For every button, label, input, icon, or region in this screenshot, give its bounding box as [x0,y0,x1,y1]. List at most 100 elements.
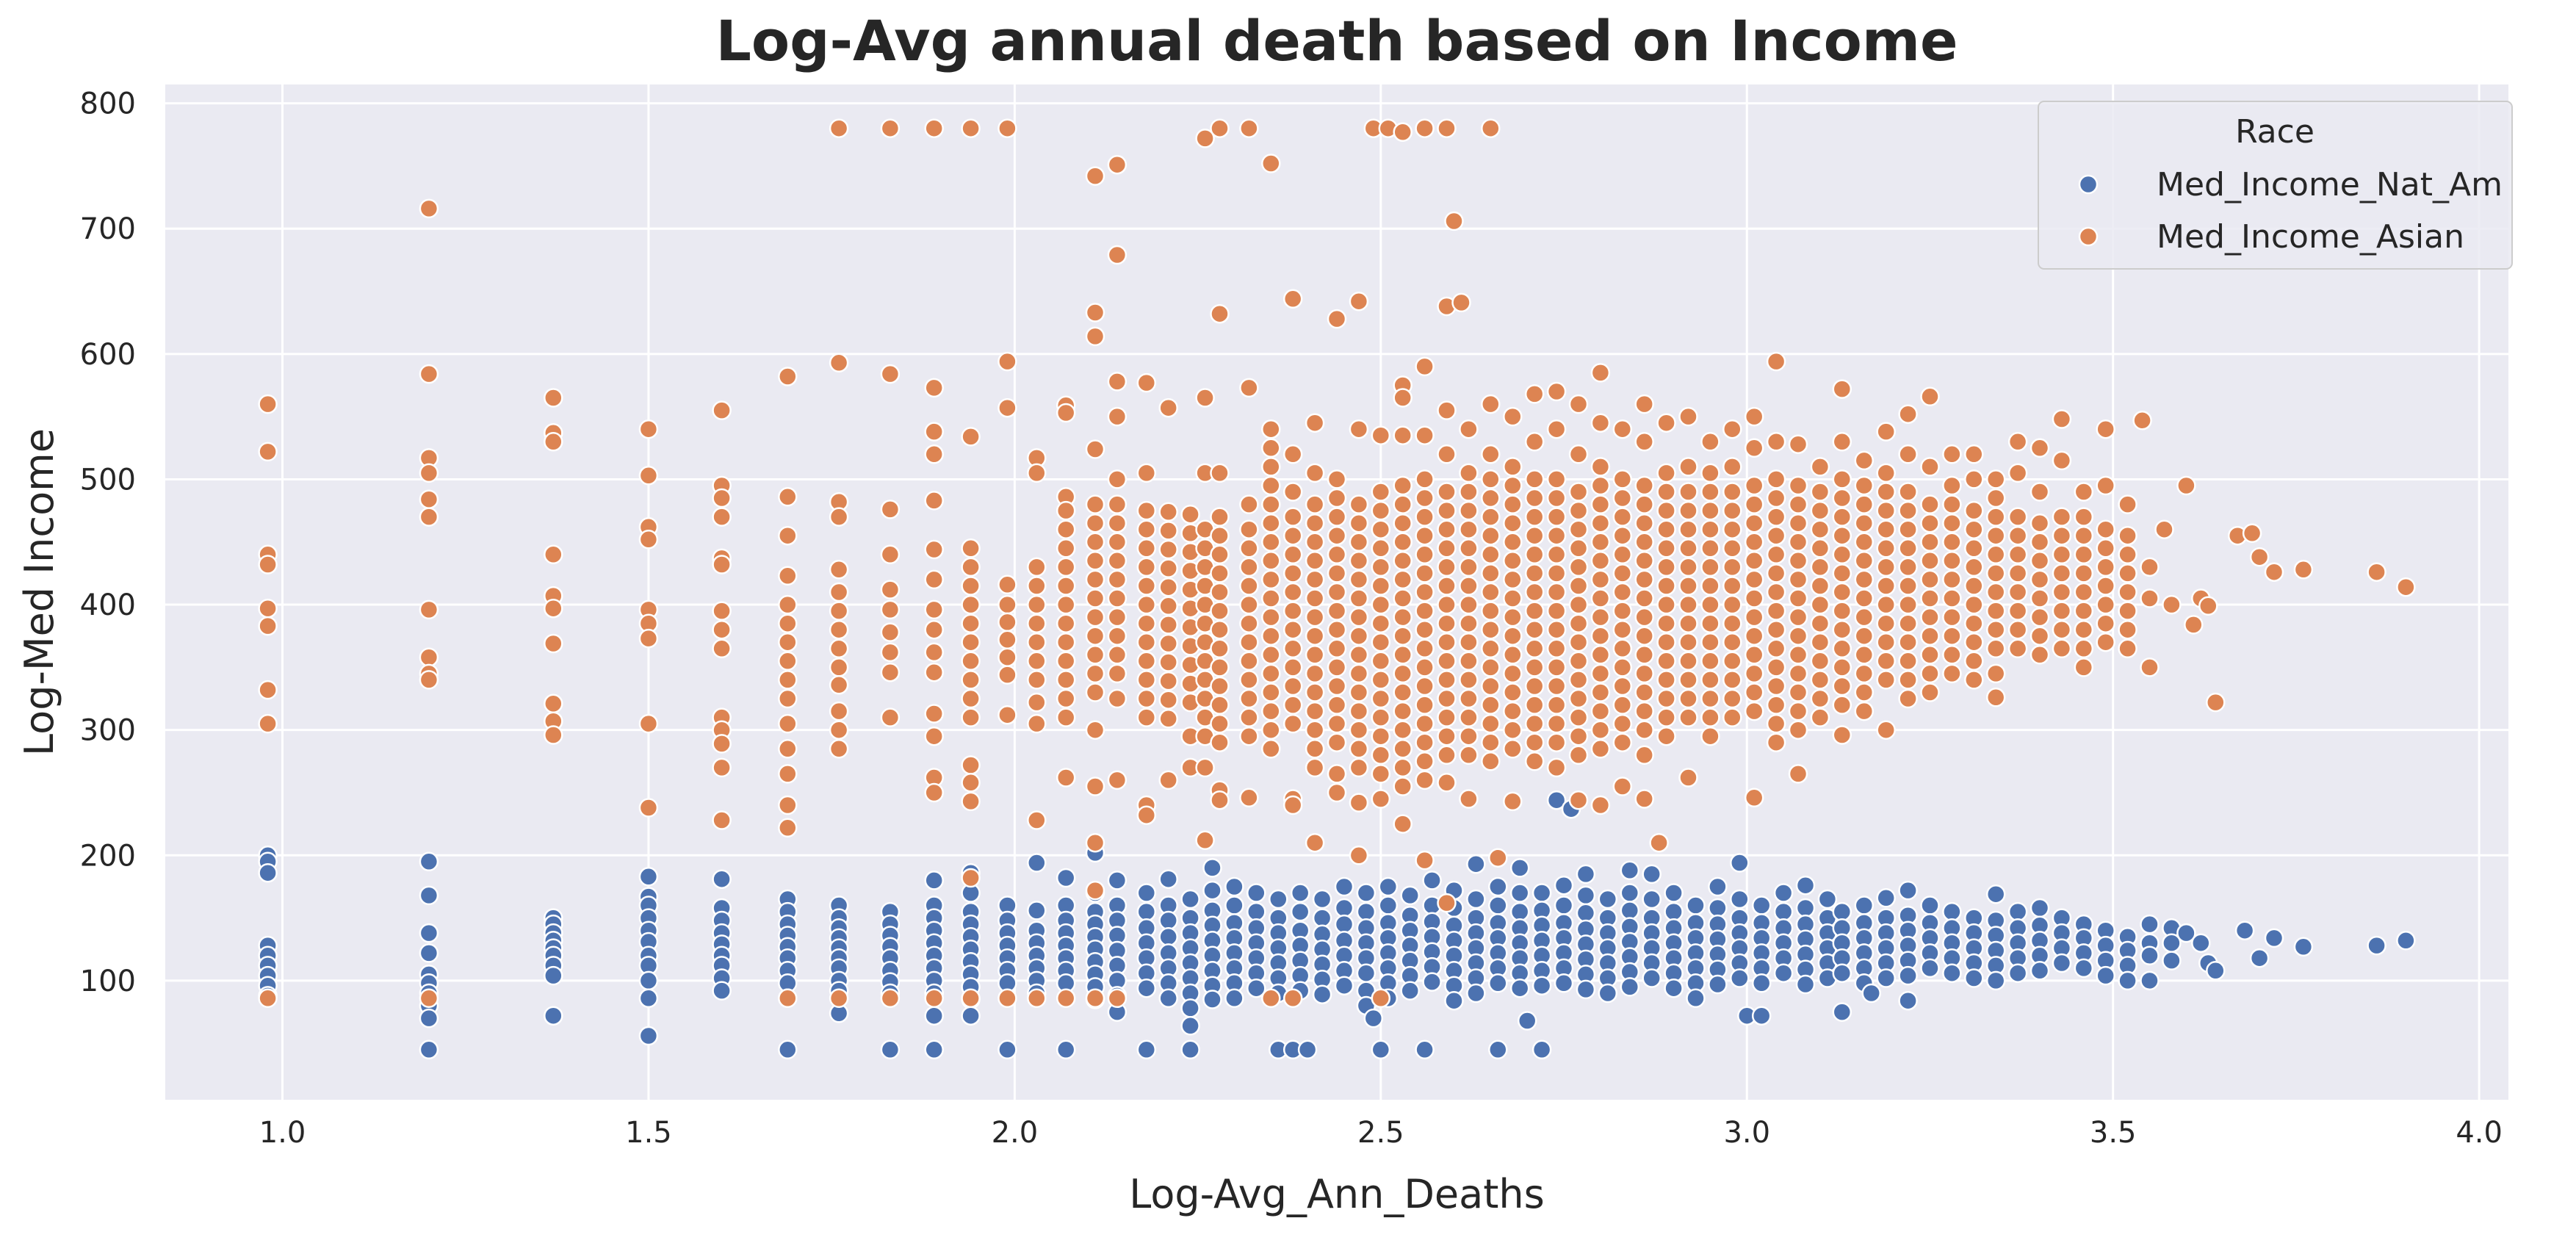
data-point [1766,488,1786,508]
data-point [1656,519,1676,539]
data-point [829,701,849,721]
data-point [258,394,278,414]
data-point [997,630,1017,650]
data-point [1261,682,1281,702]
data-point [1158,910,1178,931]
data-point [1371,594,1391,615]
data-point [1415,695,1435,715]
data-point [1349,532,1369,552]
data-point [961,538,981,558]
data-point [1524,507,1545,527]
data-point [1854,663,1875,684]
data-point [1744,682,1764,702]
data-point [1136,519,1157,539]
data-point [1027,613,1047,633]
data-point [2096,519,2115,539]
data-point [1920,569,1940,590]
data-point [880,580,901,599]
data-point [1085,303,1105,323]
data-point [961,755,981,775]
data-point [1349,607,1369,627]
data-point [1327,488,1347,508]
y-tick-label: 700 [80,212,136,246]
data-point [2074,601,2094,621]
data-point [1085,720,1105,740]
data-point [419,885,439,906]
data-point [2030,607,2050,627]
data-point [1327,469,1347,489]
data-point [1942,532,1962,552]
data-point [924,642,944,663]
data-point [2118,563,2137,583]
data-point [2030,438,2050,458]
data-point [1612,563,1633,583]
data-point [1056,768,1076,788]
data-point [1136,557,1157,577]
data-point [1282,563,1303,583]
data-point [1664,883,1684,903]
data-point [1503,569,1523,590]
data-point [924,988,944,1009]
data-point [1415,356,1435,377]
data-point [1876,500,1896,521]
data-point [961,868,981,888]
data-point [1056,651,1076,671]
data-point [1107,626,1128,646]
data-point [419,463,439,483]
data-point [1876,576,1896,596]
data-point [1524,525,1545,546]
data-point [2052,525,2072,546]
data-point [1854,475,1875,496]
data-point [1239,576,1259,596]
data-point [1832,901,1852,922]
data-point [778,688,798,709]
y-tick-label: 500 [80,463,136,497]
data-point [1568,557,1589,577]
data-point [1195,388,1215,408]
data-point [1744,588,1764,608]
data-point [1546,695,1567,715]
data-point [924,599,944,620]
data-point [1546,507,1567,527]
data-point [961,632,981,652]
data-point [1210,544,1230,565]
data-point [2118,619,2137,640]
data-point [880,988,901,1009]
data-point [1810,457,1830,477]
data-point [1612,507,1633,527]
data-point [1481,752,1501,771]
data-point [1312,984,1332,1004]
data-point [1239,632,1259,652]
data-point [1378,876,1399,897]
data-point [829,657,849,677]
data-point [2007,619,2028,640]
data-point [1985,663,2006,684]
data-point [1810,670,1830,690]
data-point [1854,588,1875,608]
data-point [924,569,944,590]
data-point [1634,789,1654,809]
data-point [2030,551,2050,571]
data-point [1210,582,1230,602]
data-point [1349,569,1369,590]
data-point [1898,990,1918,1011]
data-point [1686,988,1706,1009]
data-point [712,638,732,659]
x-tick-label: 1.0 [259,1116,306,1150]
data-point [1056,632,1076,652]
data-point [1466,889,1486,909]
data-point [1282,544,1303,565]
data-point [1158,615,1178,635]
data-point [1832,582,1852,602]
data-point [778,818,798,838]
data-point [1239,726,1259,746]
data-point [1261,588,1281,608]
data-point [2184,615,2204,635]
data-point [880,1040,901,1060]
data-point [1459,500,1479,521]
data-point [2030,645,2050,665]
data-point [1531,1040,1552,1060]
data-point [1415,507,1435,527]
data-point [1481,525,1501,546]
data-point [1261,154,1281,173]
